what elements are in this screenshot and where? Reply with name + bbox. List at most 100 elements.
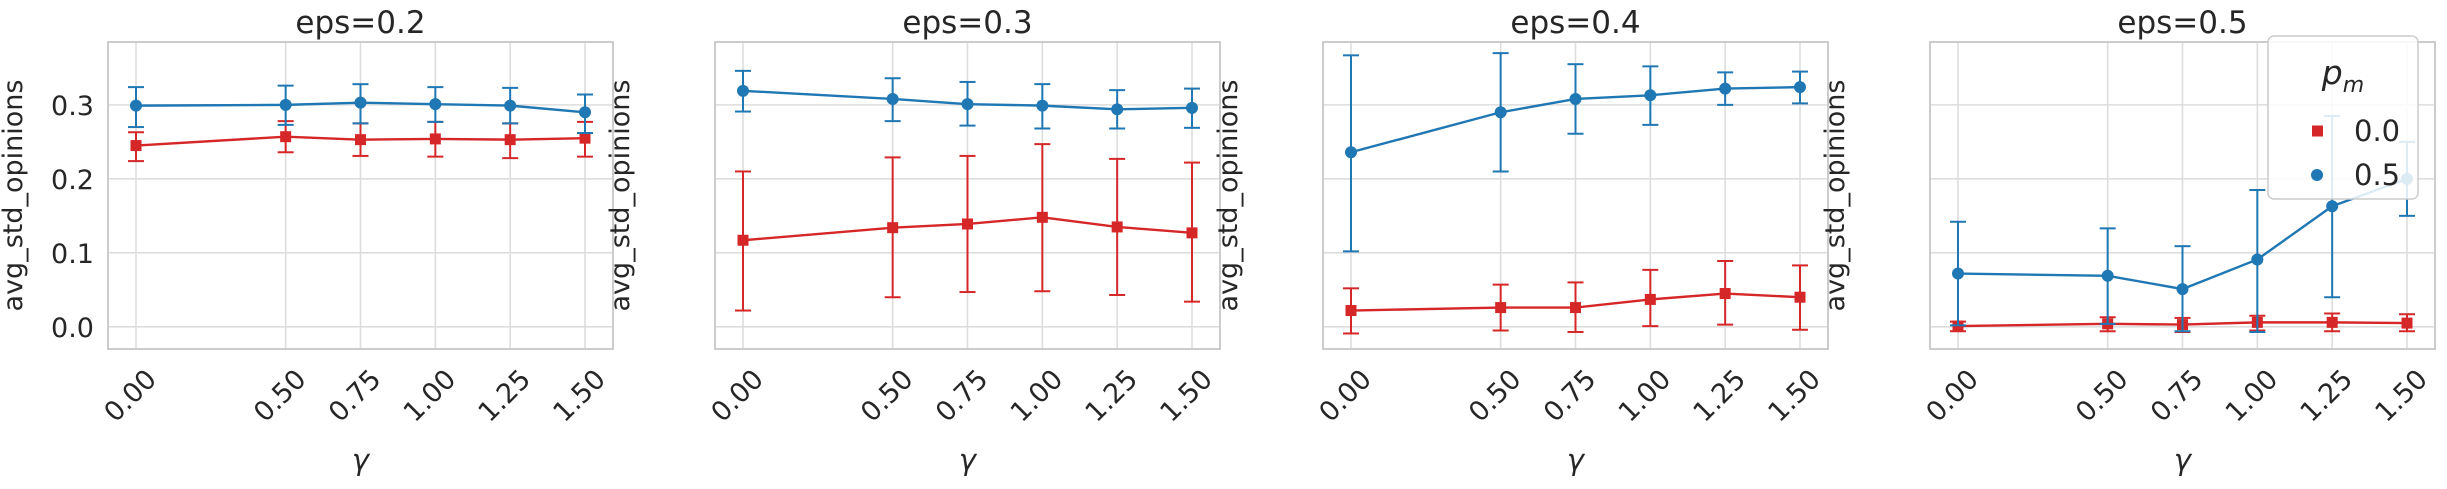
data-point-square (1495, 302, 1507, 314)
series-line (135, 101, 586, 114)
data-point-square (2326, 316, 2338, 328)
legend-marker-square (2312, 125, 2323, 137)
x-tick-label: 1.00 (398, 364, 462, 428)
series-pm-0_0 (1343, 259, 1808, 335)
data-point-square (1186, 227, 1198, 239)
x-tick-label: 0.00 (1920, 364, 1984, 428)
y-axis-label: avg_std_opinions (605, 80, 636, 312)
data-point-square (1111, 221, 1123, 233)
plot-frame (1322, 41, 1829, 350)
series-pm-0_5 (128, 83, 593, 134)
data-point-square (280, 131, 292, 143)
data-point-circle (1186, 101, 1198, 114)
data-point-square (1036, 211, 1048, 223)
data-point-square (2401, 317, 2413, 329)
series-pm-0_5 (1343, 52, 1808, 253)
x-tick-label: 1.00 (1005, 364, 1069, 428)
data-point-circle (1494, 106, 1507, 119)
data-point-circle (737, 84, 749, 97)
series-line (742, 216, 1193, 242)
x-tick-label: 1.50 (1154, 364, 1218, 428)
data-point-circle (1719, 82, 1732, 95)
data-point-circle (1794, 81, 1806, 94)
legend-label: 0.5 (2354, 158, 2400, 192)
legend-marker-circle (2311, 169, 2323, 181)
x-tick-label: 0.50 (248, 364, 312, 428)
data-point-circle (886, 92, 899, 105)
x-tick-label: 1.25 (1688, 364, 1752, 428)
data-point-square (887, 222, 899, 234)
data-point-circle (1569, 92, 1582, 105)
data-point-circle (2326, 200, 2339, 213)
series-line (1350, 85, 1801, 154)
data-point-square (1570, 302, 1581, 314)
data-point-circle (1111, 103, 1124, 116)
x-tick-label: 1.50 (1762, 364, 1826, 428)
data-point-square (504, 134, 516, 146)
x-axis-label: γ (352, 443, 371, 477)
x-tick-label: 1.50 (547, 364, 611, 428)
data-point-circle (1644, 89, 1657, 102)
y-tick-label: 0.3 (51, 91, 94, 122)
subplot-2: eps=0.3 avg_std_opinions 0.00 0.50 0.75 1.00 1… (605, 5, 1221, 477)
data-point-square (355, 134, 366, 146)
data-point-square (962, 218, 973, 230)
x-axis-label: γ (2174, 443, 2193, 477)
data-point-circle (279, 98, 292, 111)
subplot-title: eps=0.4 (1510, 5, 1640, 41)
data-point-square (1719, 288, 1731, 300)
plot-frame (1929, 41, 2436, 350)
data-point-square (737, 234, 749, 246)
data-point-square (1794, 291, 1806, 303)
series-line (1350, 292, 1801, 312)
x-axis-label: γ (1567, 443, 1586, 477)
legend-title: pm (2321, 53, 2364, 98)
x-tick-label: 0.50 (855, 364, 919, 428)
legend-label: 0.0 (2354, 114, 2400, 148)
data-point-square (130, 140, 142, 152)
data-point-circle (1952, 267, 1964, 280)
data-point-circle (1345, 146, 1357, 159)
x-tick-label: 0.00 (98, 364, 162, 428)
data-point-circle (961, 98, 974, 111)
x-axis-label: γ (959, 443, 978, 477)
y-axis-label: avg_std_opinions (0, 80, 29, 312)
data-point-circle (429, 98, 442, 111)
x-tick-label: 0.00 (705, 364, 769, 428)
data-point-circle (130, 99, 142, 112)
x-tick-label: 1.50 (2369, 364, 2433, 428)
x-tick-label: 1.25 (2295, 364, 2359, 428)
series-line (742, 89, 1193, 111)
x-tick-label: 0.75 (930, 364, 994, 428)
data-point-square (1345, 305, 1357, 317)
y-axis-label: avg_std_opinions (1213, 80, 1244, 312)
y-axis-label: avg_std_opinions (1820, 80, 1851, 312)
legend: pm 0.0 0.5 (2267, 35, 2419, 200)
data-point-circle (504, 99, 517, 112)
legend-box (2267, 35, 2419, 200)
x-tick-label: 1.25 (473, 364, 537, 428)
data-point-circle (2176, 283, 2189, 296)
y-tick-label: 0.0 (51, 313, 94, 344)
data-point-square (579, 132, 591, 144)
plot-frame (107, 41, 614, 350)
x-tick-label: 0.75 (323, 364, 387, 428)
series-pm-0_0 (128, 120, 593, 163)
subplot-1: eps=0.2 0.0 0.1 0.2 0.3 avg_std_opinions 0.00 0… (0, 5, 614, 477)
y-tick-label: 0.2 (51, 165, 94, 196)
data-point-circle (579, 106, 591, 119)
subplot-title: eps=0.3 (902, 5, 1032, 41)
data-point-square (1644, 293, 1656, 305)
data-point-square (429, 133, 441, 145)
subplot-title: eps=0.5 (2117, 5, 2247, 41)
x-tick-label: 0.50 (2070, 364, 2134, 428)
series-pm-0_0 (735, 143, 1200, 312)
subplot-title: eps=0.2 (295, 5, 425, 41)
x-tick-label: 1.00 (2220, 364, 2284, 428)
series-line (135, 135, 586, 147)
data-point-circle (2101, 269, 2114, 282)
x-tick-label: 0.50 (1463, 364, 1527, 428)
series-pm-0_5 (735, 69, 1200, 130)
